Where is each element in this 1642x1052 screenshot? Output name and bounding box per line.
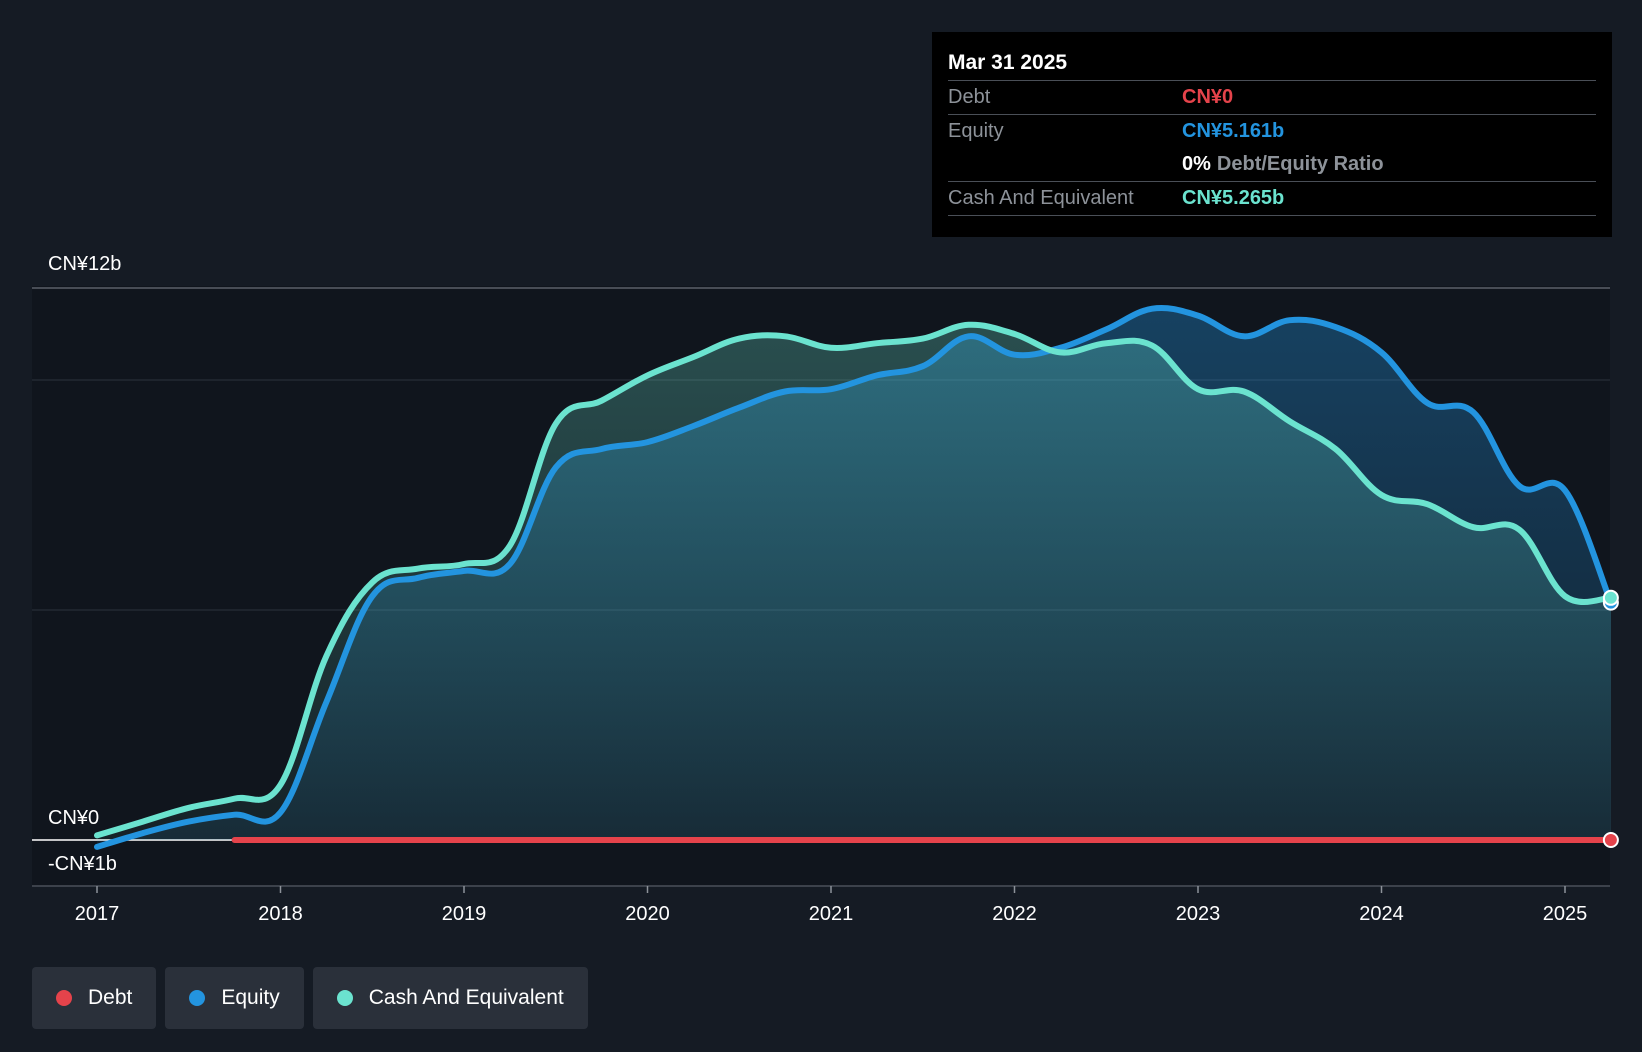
- series-areas: [97, 307, 1611, 847]
- hover-tooltip: Mar 31 2025 Debt CN¥0 Equity CN¥5.161b 0…: [932, 32, 1612, 237]
- tooltip-equity-label: Equity: [948, 120, 1004, 142]
- chart-legend: Debt Equity Cash And Equivalent: [32, 967, 588, 1029]
- equity-dot-icon: [189, 990, 206, 1006]
- y-axis-label: CN¥12b: [48, 253, 121, 275]
- legend-equity-label: Equity: [221, 986, 280, 1009]
- tooltip-cash-value: CN¥5.265b: [1182, 187, 1285, 209]
- end-markers: [1602, 589, 1619, 848]
- tooltip-row-ratio: 0% Debt/Equity Ratio: [948, 148, 1596, 182]
- x-tick-label: 2019: [442, 903, 487, 925]
- y-axis-labels: CN¥12b CN¥0 -CN¥1b: [48, 253, 121, 875]
- x-tick-label: 2017: [75, 903, 120, 925]
- cash-dot-icon: [336, 990, 353, 1006]
- x-tick-label: 2025: [1543, 903, 1588, 925]
- x-tick-label: 2024: [1359, 903, 1404, 925]
- series-lines: [94, 305, 1614, 850]
- tooltip-row-cash: Cash And Equivalent CN¥5.265b: [948, 182, 1596, 216]
- legend-item-cash[interactable]: Cash And Equivalent: [312, 967, 588, 1029]
- legend-debt-label: Debt: [88, 986, 133, 1009]
- tooltip-row-equity: Equity CN¥5.161b: [948, 115, 1596, 148]
- cash-and-equivalent-end-marker: [1602, 589, 1619, 606]
- legend-cash-label: Cash And Equivalent: [368, 986, 564, 1009]
- tooltip-ratio-label: Debt/Equity Ratio: [1216, 153, 1384, 175]
- debt-dot-icon: [56, 990, 72, 1006]
- x-tick-label: 2021: [809, 903, 854, 925]
- cash-and-equivalent-area: [97, 324, 1611, 840]
- tooltip-row-debt: Debt CN¥0: [948, 81, 1596, 115]
- tooltip-debt-value: CN¥0: [1182, 86, 1234, 108]
- tooltip-debt-label: Debt: [948, 86, 991, 108]
- tooltip-ratio-value: 0%: [1182, 153, 1211, 175]
- tooltip-date: Mar 31 2025: [948, 46, 1596, 81]
- x-tick-label: 2020: [625, 903, 670, 925]
- y-axis-label: CN¥0: [48, 807, 99, 829]
- x-tick-label: 2018: [258, 903, 303, 925]
- x-tick-label: 2022: [992, 903, 1037, 925]
- debt-end-marker: [1602, 832, 1619, 848]
- legend-item-equity[interactable]: Equity: [165, 967, 304, 1029]
- tooltip-equity-value: CN¥5.161b: [1182, 120, 1285, 142]
- legend-item-debt[interactable]: Debt: [32, 967, 157, 1029]
- equity-line: [94, 305, 1614, 850]
- x-axis-ticks: 2017 2018 2019 2020 2021 2022 2023 2024 2025: [75, 886, 1588, 925]
- cash-and-equivalent-line: [94, 321, 1614, 839]
- x-tick-label: 2023: [1176, 903, 1221, 925]
- y-axis-label: -CN¥1b: [48, 853, 117, 875]
- tooltip-cash-label: Cash And Equivalent: [948, 187, 1134, 209]
